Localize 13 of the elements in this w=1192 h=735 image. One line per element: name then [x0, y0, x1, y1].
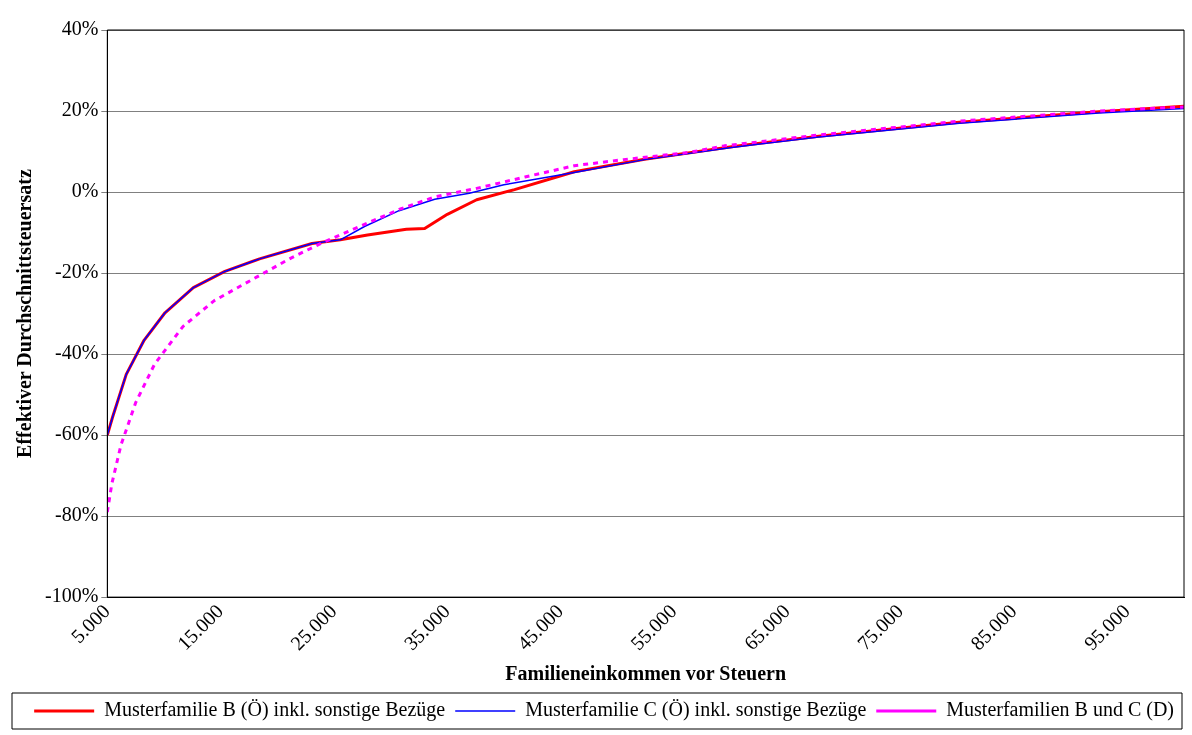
- legend-label: Musterfamilien B und C (D): [946, 698, 1175, 722]
- y-tick-label: 20%: [61, 98, 99, 121]
- legend-label: Musterfamilie C (Ö) inkl. sonstige Bezüge: [525, 698, 867, 722]
- legend-label: Musterfamilie B (Ö) inkl. sonstige Bezüge: [104, 698, 446, 722]
- y-axis-title: Effektiver Durchschnittsteuersatz: [13, 169, 36, 458]
- y-tick-label: -20%: [54, 260, 99, 283]
- y-tick-label: -60%: [54, 422, 99, 445]
- y-tick-label: -40%: [54, 341, 99, 364]
- y-tick-label: 0%: [71, 179, 99, 202]
- x-axis-title: Familieneinkommen vor Steuern: [505, 662, 787, 685]
- y-tick-label: 40%: [61, 17, 99, 40]
- y-tick-label: -100%: [44, 584, 99, 607]
- y-tick-label: -80%: [54, 503, 99, 526]
